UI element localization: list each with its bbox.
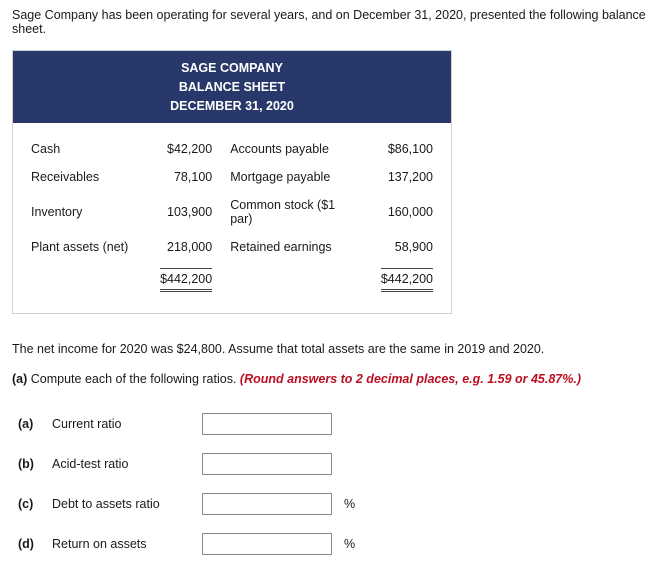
table-row: Inventory 103,900 Common stock ($1 par) … bbox=[27, 191, 437, 233]
rounding-instruction: (Round answers to 2 decimal places, e.g.… bbox=[240, 372, 581, 386]
ratio-row: (a) Current ratio bbox=[12, 404, 368, 444]
ratio-unit: % bbox=[338, 524, 368, 564]
ratio-label: Debt to assets ratio bbox=[46, 484, 196, 524]
ratios-table: (a) Current ratio (b) Acid-test ratio (c… bbox=[12, 404, 368, 564]
question-part-a: (a) Compute each of the following ratios… bbox=[12, 372, 653, 386]
right-label: Retained earnings bbox=[216, 233, 363, 261]
ratio-row: (d) Return on assets % bbox=[12, 524, 368, 564]
statement-title: BALANCE SHEET bbox=[13, 78, 451, 97]
part-label: (a) bbox=[12, 372, 27, 386]
part-text: Compute each of the following ratios. bbox=[27, 372, 240, 386]
ratio-index: (a) bbox=[12, 404, 46, 444]
left-value: 218,000 bbox=[143, 233, 217, 261]
acid-test-ratio-input[interactable] bbox=[202, 453, 332, 475]
right-value: 58,900 bbox=[363, 233, 437, 261]
left-value: 78,100 bbox=[143, 163, 217, 191]
left-label: Inventory bbox=[27, 191, 143, 233]
ratio-index: (c) bbox=[12, 484, 46, 524]
left-label: Cash bbox=[27, 135, 143, 163]
left-total: $442,200 bbox=[160, 268, 212, 292]
balance-sheet-header: SAGE COMPANY BALANCE SHEET DECEMBER 31, … bbox=[13, 51, 451, 123]
ratio-index: (d) bbox=[12, 524, 46, 564]
right-label: Common stock ($1 par) bbox=[216, 191, 363, 233]
return-on-assets-input[interactable] bbox=[202, 533, 332, 555]
table-row: Cash $42,200 Accounts payable $86,100 bbox=[27, 135, 437, 163]
ratio-unit bbox=[338, 404, 368, 444]
statement-date: DECEMBER 31, 2020 bbox=[13, 97, 451, 116]
table-row: Plant assets (net) 218,000 Retained earn… bbox=[27, 233, 437, 261]
left-label: Receivables bbox=[27, 163, 143, 191]
balance-sheet-body: Cash $42,200 Accounts payable $86,100 Re… bbox=[13, 123, 451, 313]
left-value: $42,200 bbox=[143, 135, 217, 163]
ratio-row: (c) Debt to assets ratio % bbox=[12, 484, 368, 524]
totals-row: $442,200 $442,200 bbox=[27, 261, 437, 299]
ratio-label: Current ratio bbox=[46, 404, 196, 444]
ratio-row: (b) Acid-test ratio bbox=[12, 444, 368, 484]
company-name: SAGE COMPANY bbox=[13, 59, 451, 78]
right-label: Mortgage payable bbox=[216, 163, 363, 191]
ratio-unit bbox=[338, 444, 368, 484]
ratio-index: (b) bbox=[12, 444, 46, 484]
intro-text: Sage Company has been operating for seve… bbox=[12, 8, 653, 36]
right-label: Accounts payable bbox=[216, 135, 363, 163]
right-value: 160,000 bbox=[363, 191, 437, 233]
table-row: Receivables 78,100 Mortgage payable 137,… bbox=[27, 163, 437, 191]
current-ratio-input[interactable] bbox=[202, 413, 332, 435]
left-label: Plant assets (net) bbox=[27, 233, 143, 261]
balance-sheet-table: Cash $42,200 Accounts payable $86,100 Re… bbox=[27, 135, 437, 299]
right-value: $86,100 bbox=[363, 135, 437, 163]
balance-sheet: SAGE COMPANY BALANCE SHEET DECEMBER 31, … bbox=[12, 50, 452, 314]
ratio-unit: % bbox=[338, 484, 368, 524]
left-value: 103,900 bbox=[143, 191, 217, 233]
ratio-label: Acid-test ratio bbox=[46, 444, 196, 484]
right-total: $442,200 bbox=[381, 268, 433, 292]
ratio-label: Return on assets bbox=[46, 524, 196, 564]
question-assumption: The net income for 2020 was $24,800. Ass… bbox=[12, 342, 653, 356]
right-value: 137,200 bbox=[363, 163, 437, 191]
